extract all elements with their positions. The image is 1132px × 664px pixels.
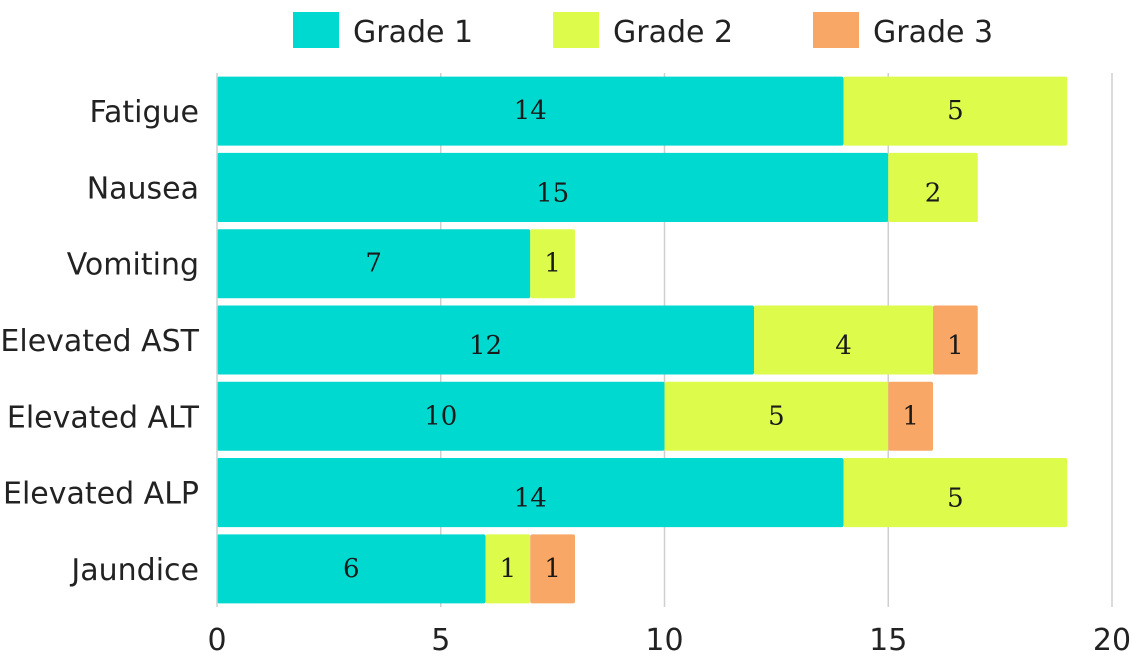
x-tick-label-15: 15 <box>869 623 907 658</box>
data-label-nausea-grade-1: 15 <box>536 178 569 208</box>
y-category-label-elevated-ast: Elevated AST <box>0 324 199 359</box>
x-tick-label-20: 20 <box>1093 623 1131 658</box>
data-label-jaundice-grade-1: 6 <box>343 554 360 584</box>
y-category-label-nausea: Nausea <box>87 171 199 206</box>
bar-jaundice-grade-2 <box>485 534 531 604</box>
data-label-elevated-ast-grade-3: 1 <box>947 331 964 361</box>
data-label-elevated-alp-grade-2: 5 <box>947 484 964 514</box>
bar-elevated-alt-grade-1 <box>217 381 665 451</box>
bar-fatigue-grade-2 <box>843 76 1068 146</box>
bar-elevated-alt-grade-2 <box>664 381 889 451</box>
bar-nausea-grade-2 <box>888 152 978 222</box>
data-label-elevated-ast-grade-2: 4 <box>835 331 852 361</box>
y-category-label-elevated-alt: Elevated ALT <box>7 400 200 435</box>
legend-label-grade-1: Grade 1 <box>353 15 473 50</box>
bar-elevated-alt-grade-3 <box>888 381 933 451</box>
data-label-jaundice-grade-2: 1 <box>500 554 517 584</box>
y-category-label-vomiting: Vomiting <box>67 248 199 283</box>
data-label-elevated-alt-grade-3: 1 <box>902 401 919 431</box>
bar-fatigue-grade-1 <box>217 76 844 146</box>
x-tick-label-0: 0 <box>207 623 226 658</box>
data-label-elevated-alt-grade-2: 5 <box>768 401 785 431</box>
data-labels: 14 515 27 112 4 110 5 114 56 1 1 <box>343 96 964 584</box>
data-label-jaundice-grade-3: 1 <box>544 554 561 584</box>
bar-elevated-ast-grade-1 <box>217 305 754 375</box>
y-category-label-jaundice: Jaundice <box>69 553 199 588</box>
y-category-label-fatigue: Fatigue <box>90 95 200 130</box>
bar-vomiting-grade-1 <box>217 229 531 299</box>
data-label-elevated-alt-grade-1: 10 <box>424 401 457 431</box>
bar-jaundice-grade-3 <box>530 534 575 604</box>
bar-elevated-alp-grade-1 <box>217 458 844 528</box>
bar-vomiting-grade-2 <box>530 229 575 299</box>
legend: Grade 1 Grade 2 Grade 3 <box>293 12 993 50</box>
bar-nausea-grade-1 <box>217 152 889 222</box>
y-category-label-elevated-alp: Elevated ALP <box>3 477 199 512</box>
data-label-elevated-ast-grade-1: 12 <box>469 331 502 361</box>
bar-elevated-ast-grade-2 <box>754 305 933 375</box>
data-label-vomiting-grade-2: 1 <box>544 249 561 279</box>
bar-elevated-ast-grade-3 <box>933 305 978 375</box>
data-label-fatigue-grade-2: 5 <box>947 96 964 126</box>
x-tick-label-10: 10 <box>645 623 683 658</box>
data-label-fatigue-grade-1: 14 <box>514 96 547 126</box>
bar-jaundice-grade-1 <box>217 534 486 604</box>
legend-swatch-grade-2 <box>553 12 599 48</box>
legend-swatch-grade-3 <box>813 12 859 48</box>
x-tick-label-5: 5 <box>431 623 450 658</box>
legend-label-grade-3: Grade 3 <box>873 15 993 50</box>
data-label-vomiting-grade-1: 7 <box>365 249 382 279</box>
data-label-nausea-grade-2: 2 <box>925 178 942 208</box>
data-label-elevated-alp-grade-1: 14 <box>514 484 547 514</box>
legend-label-grade-2: Grade 2 <box>613 15 733 50</box>
bar-elevated-alp-grade-2 <box>843 458 1068 528</box>
bars <box>217 76 1068 604</box>
legend-swatch-grade-1 <box>293 12 339 48</box>
